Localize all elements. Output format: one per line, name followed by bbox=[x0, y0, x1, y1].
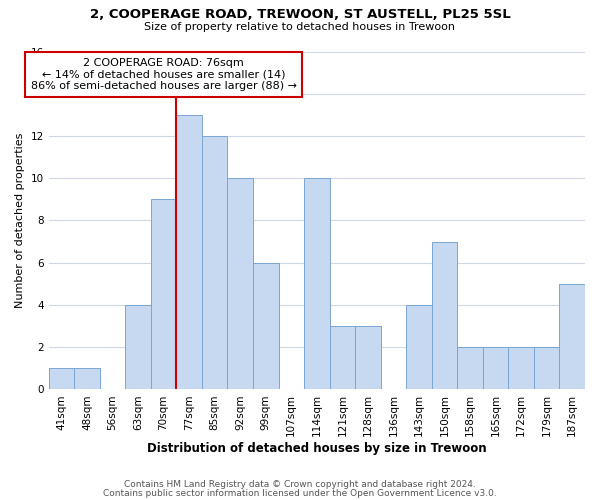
Bar bbox=[508, 347, 534, 390]
Text: Size of property relative to detached houses in Trewoon: Size of property relative to detached ho… bbox=[145, 22, 455, 32]
Bar bbox=[151, 200, 176, 390]
Bar bbox=[355, 326, 380, 390]
Bar bbox=[534, 347, 559, 390]
Text: 2 COOPERAGE ROAD: 76sqm
← 14% of detached houses are smaller (14)
86% of semi-de: 2 COOPERAGE ROAD: 76sqm ← 14% of detache… bbox=[31, 58, 296, 91]
Text: Contains HM Land Registry data © Crown copyright and database right 2024.: Contains HM Land Registry data © Crown c… bbox=[124, 480, 476, 489]
Bar bbox=[176, 115, 202, 390]
Bar bbox=[125, 305, 151, 390]
Bar bbox=[406, 305, 432, 390]
Bar bbox=[49, 368, 74, 390]
Bar bbox=[483, 347, 508, 390]
Bar bbox=[304, 178, 329, 390]
Bar bbox=[253, 262, 278, 390]
Text: 2, COOPERAGE ROAD, TREWOON, ST AUSTELL, PL25 5SL: 2, COOPERAGE ROAD, TREWOON, ST AUSTELL, … bbox=[89, 8, 511, 20]
Y-axis label: Number of detached properties: Number of detached properties bbox=[15, 133, 25, 308]
Bar bbox=[227, 178, 253, 390]
Bar bbox=[432, 242, 457, 390]
Bar bbox=[74, 368, 100, 390]
Text: Contains public sector information licensed under the Open Government Licence v3: Contains public sector information licen… bbox=[103, 488, 497, 498]
Bar bbox=[202, 136, 227, 390]
Bar bbox=[559, 284, 585, 390]
Bar bbox=[457, 347, 483, 390]
Bar bbox=[329, 326, 355, 390]
X-axis label: Distribution of detached houses by size in Trewoon: Distribution of detached houses by size … bbox=[147, 442, 487, 455]
